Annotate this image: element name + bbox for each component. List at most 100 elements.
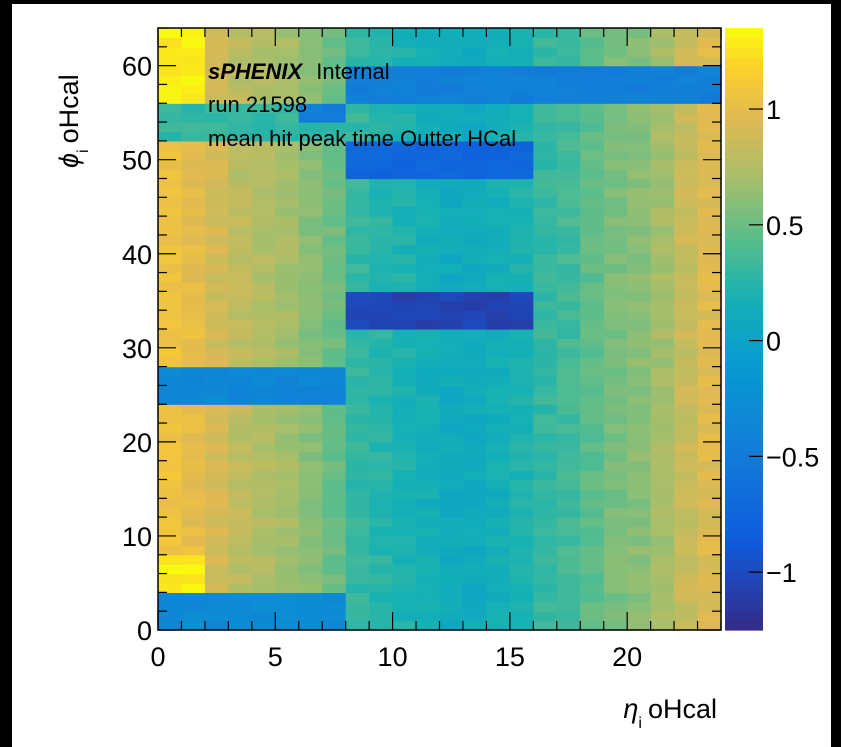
heatmap-cell <box>650 28 675 39</box>
heatmap-cell <box>345 225 370 236</box>
heatmap-cell <box>275 93 300 104</box>
heatmap-cell <box>486 488 511 499</box>
heatmap-cell <box>439 376 464 387</box>
heatmap-cell <box>251 65 276 76</box>
heatmap-cell <box>369 263 394 274</box>
heatmap-cell <box>275 216 300 227</box>
heatmap-cell <box>228 310 253 321</box>
heatmap-cell <box>298 28 323 39</box>
heatmap-cell <box>158 140 183 151</box>
heatmap-cell <box>439 385 464 396</box>
color-scale-segment <box>725 138 763 149</box>
heatmap-cell <box>556 56 581 67</box>
heatmap-cell <box>181 366 206 377</box>
heatmap-cell <box>556 103 581 114</box>
heatmap-cell <box>251 159 276 170</box>
heatmap-cell <box>627 103 652 114</box>
color-scale-segment <box>725 78 763 89</box>
heatmap-cell <box>251 601 276 612</box>
heatmap-cell <box>392 526 417 537</box>
y-tick-label: 0 <box>137 616 152 646</box>
heatmap-cell <box>251 564 276 575</box>
heatmap-cell <box>556 554 581 565</box>
heatmap-cell <box>462 470 488 481</box>
heatmap-cell <box>556 357 581 368</box>
heatmap-cell <box>416 498 441 509</box>
heatmap-cell <box>627 37 652 48</box>
heatmap-cell <box>603 310 628 321</box>
heatmap-cell <box>580 84 605 95</box>
heatmap-cell <box>228 507 253 518</box>
heatmap-cell <box>439 131 464 142</box>
heatmap-cell <box>627 93 652 104</box>
heatmap-cell <box>509 611 534 622</box>
heatmap-cell <box>275 169 300 180</box>
heatmap-cell <box>275 84 300 95</box>
heatmap-cell <box>650 300 675 311</box>
heatmap-cell <box>603 347 628 358</box>
heatmap-cell <box>603 300 628 311</box>
heatmap-cell <box>322 404 347 415</box>
heatmap-cell <box>275 441 300 452</box>
heatmap-cell <box>251 451 276 462</box>
heatmap-cell <box>158 28 183 39</box>
heatmap-cell <box>650 263 675 274</box>
heatmap-cell <box>345 310 370 321</box>
color-scale-segment <box>725 218 763 230</box>
heatmap-cell <box>439 112 464 123</box>
heatmap-cell <box>650 376 675 387</box>
heatmap-cell <box>345 272 370 283</box>
heatmap-cell <box>439 84 464 95</box>
heatmap-cell <box>697 432 722 443</box>
heatmap-cell <box>158 169 183 180</box>
heatmap-cell <box>181 206 206 217</box>
heatmap-cell <box>251 131 276 142</box>
heatmap-cell <box>509 206 534 217</box>
heatmap-cell <box>298 376 323 387</box>
heatmap-cell <box>697 281 722 292</box>
heatmap-cell <box>533 291 558 302</box>
heatmap-cell <box>533 366 558 377</box>
heatmap-cell <box>181 385 206 396</box>
heatmap-cell <box>650 131 675 142</box>
heatmap-cell <box>345 441 370 452</box>
heatmap-cell <box>345 37 370 48</box>
heatmap-cell <box>416 526 441 537</box>
heatmap-cell <box>674 103 699 114</box>
heatmap-cell <box>392 216 417 227</box>
heatmap-cell <box>298 451 323 462</box>
heatmap-cell <box>697 75 722 86</box>
heatmap-cell <box>509 517 534 528</box>
heatmap-cell <box>674 178 699 189</box>
heatmap-cell <box>439 357 464 368</box>
color-scale-segment <box>725 429 763 440</box>
heatmap-cell <box>181 488 206 499</box>
heatmap-cell <box>392 347 417 358</box>
heatmap-cell <box>603 150 628 161</box>
annotation-line-1: sPHENIX Internal <box>208 59 390 84</box>
heatmap-cell <box>322 573 347 584</box>
heatmap-cell <box>627 460 652 471</box>
heatmap-cell <box>322 150 347 161</box>
heatmap-cell <box>486 75 511 86</box>
heatmap-cell <box>462 112 488 123</box>
color-scale-segment <box>725 168 763 180</box>
heatmap-cell <box>298 140 323 151</box>
heatmap-cell <box>439 507 464 518</box>
heatmap-cell <box>392 394 417 405</box>
heatmap-cell <box>275 272 300 283</box>
heatmap-cells <box>158 28 722 631</box>
heatmap-cell <box>627 432 652 443</box>
heatmap-cell <box>369 197 394 208</box>
heatmap-cell <box>251 103 276 114</box>
heatmap-cell <box>627 225 652 236</box>
heatmap-cell <box>181 592 206 603</box>
heatmap-cell <box>416 385 441 396</box>
heatmap-cell <box>416 441 441 452</box>
heatmap-cell <box>486 319 511 330</box>
heatmap-cell <box>369 65 394 76</box>
heatmap-cell <box>322 272 347 283</box>
heatmap-cell <box>697 573 722 584</box>
heatmap-cell <box>580 122 605 133</box>
heatmap-cell <box>697 545 722 556</box>
